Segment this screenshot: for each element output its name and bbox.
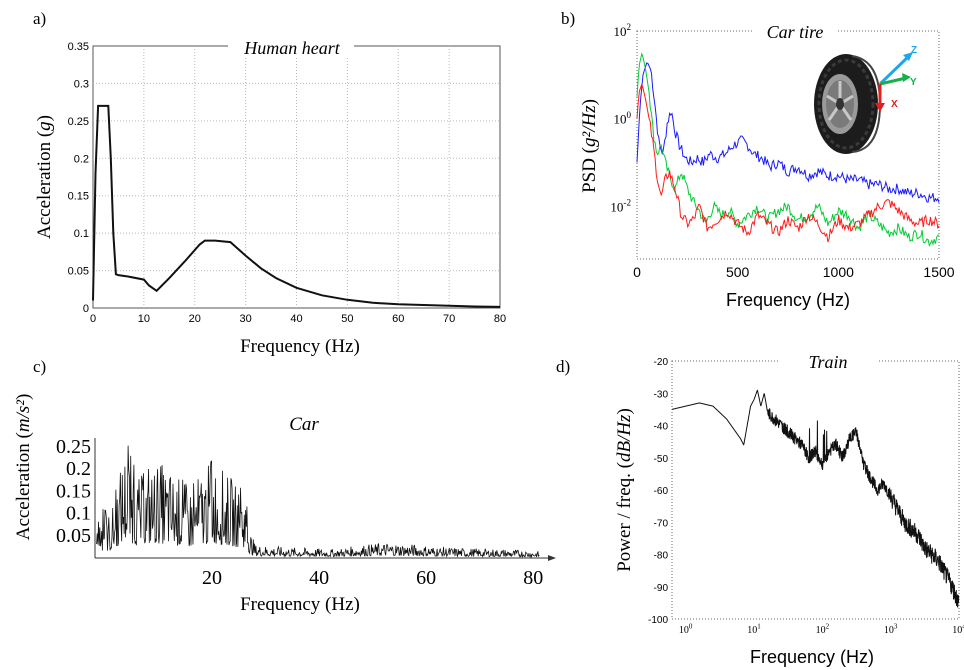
y-axis-label-d: Power / freq. (dB/Hz) — [614, 408, 635, 572]
chart-title-c: Car — [289, 414, 319, 435]
panel-label-a: a) — [33, 9, 46, 28]
y-axis-label-a: Acceleration (g) — [34, 115, 55, 239]
y-tick-label-a: 0.25 — [68, 116, 89, 128]
y-tick-label-d: -40 — [654, 422, 669, 433]
y-tick-label-b: 100 — [613, 110, 631, 127]
axis-label-z: Z — [911, 45, 917, 56]
y-tick-label-c: 0.1 — [66, 503, 91, 525]
title-bg-b — [752, 20, 838, 42]
y-tick-label-a: 0.15 — [68, 191, 89, 203]
plot-frame-d — [671, 360, 960, 620]
x-tick-label-c: 20 — [202, 567, 222, 589]
series-line-b-2 — [636, 82, 940, 243]
tire-image — [814, 54, 882, 154]
y-tick-label-d: -60 — [654, 486, 669, 497]
y-tick-label-c: 0.25 — [56, 436, 91, 458]
x-tick-label-a: 30 — [240, 313, 252, 325]
series-line-b-0 — [636, 62, 940, 203]
x-tick-label-a: 60 — [392, 313, 404, 325]
y-tick-label-d: -100 — [648, 615, 668, 626]
title-bg-a — [228, 36, 354, 58]
y-tick-label-a: 0.1 — [74, 228, 89, 240]
y-tick-label-a: 0.05 — [68, 266, 89, 278]
panel-label-b: b) — [561, 9, 575, 28]
x-tick-label-a: 0 — [90, 313, 96, 325]
y-tick-label-a: 0.35 — [68, 41, 89, 53]
x-tick-label-c: 40 — [309, 567, 329, 589]
x-tick-label-b: 1500 — [923, 264, 954, 280]
x-axis-label-d: Frequency (Hz) — [750, 647, 874, 667]
panel-b-car-tire: b) 0 500 1000 1500 102 100 10-2 Car tire — [561, 9, 955, 310]
panel-label-c: c) — [33, 357, 46, 376]
chart-title-d: Train — [808, 352, 847, 372]
y-tick-label-c: 0.15 — [56, 480, 91, 502]
series-line-a — [92, 104, 501, 308]
x-tick-label-d: 101 — [747, 623, 761, 637]
axis-label-y: Y — [910, 77, 917, 88]
x-tick-label-b: 500 — [726, 264, 750, 280]
x-tick-label-c: 60 — [416, 567, 436, 589]
y-tick-label-d: -90 — [654, 583, 669, 594]
x-tick-label-a: 10 — [138, 313, 150, 325]
tick-labels-b: 0 500 1000 1500 102 100 10-2 — [610, 22, 954, 280]
tick-labels-c: 20 40 60 80 0.050.10.150.20.25 — [56, 436, 543, 589]
x-tick-label-b: 1000 — [823, 264, 854, 280]
y-tick-label-c: 0.2 — [66, 458, 91, 480]
y-tick-label-a: 0.2 — [74, 153, 89, 165]
x-tick-label-b: 0 — [633, 264, 641, 280]
plot-frame-b — [636, 30, 940, 260]
x-tick-label-d: 103 — [884, 623, 898, 637]
axis-arrows-icon: Z Y X — [875, 45, 917, 112]
x-tick-label-c: 80 — [523, 567, 543, 589]
y-tick-label-d: -50 — [654, 454, 669, 465]
chart-title-b: Car tire — [767, 22, 824, 42]
panel-c-car: c) Car 20 40 60 80 0.050.10.150.20.25 Freque… — [13, 357, 556, 615]
grid-a — [93, 46, 500, 308]
x-tick-label-d: 104 — [952, 623, 964, 637]
y-tick-label-d: -80 — [654, 551, 669, 562]
x-tick-label-d: 100 — [679, 623, 693, 637]
x-axis-label-b: Frequency (Hz) — [726, 290, 850, 310]
panel-d-train: d) 100 101 102 103 104 -20 -30 -40 -50 -60 -70 -80 -… — [556, 350, 964, 667]
y-axis-label-c: Acceleration (m/s²) — [13, 394, 34, 541]
series-group-b — [636, 51, 940, 247]
x-tick-label-d: 102 — [816, 623, 830, 637]
chart-title-a: Human heart — [243, 38, 340, 58]
y-tick-label-b: 10-2 — [610, 198, 631, 215]
y-tick-label-b: 102 — [613, 22, 631, 39]
x-axis-label-c: Frequency (Hz) — [240, 594, 360, 615]
y-tick-label-c: 0.05 — [56, 525, 91, 547]
y-tick-label-d: -20 — [654, 357, 669, 368]
x-axis-arrow-icon — [548, 555, 556, 561]
y-tick-label-d: -70 — [654, 518, 669, 529]
axis-label-x: X — [891, 99, 898, 110]
y-tick-label-a: 0.3 — [74, 78, 89, 90]
tick-labels-a: 0 10 20 30 40 50 60 70 80 0 0.05 0.1 0.15 0.2 0.25 0.3 0… — [68, 41, 507, 325]
x-tick-label-a: 20 — [189, 313, 201, 325]
tick-labels-d: 100 101 102 103 104 -20 -30 -40 -50 -60 -70 -80 -90 -… — [648, 357, 964, 636]
x-axis-label-a: Frequency (Hz) — [240, 336, 360, 357]
y-tick-label-d: -30 — [654, 389, 669, 400]
y-tick-label-a: 0 — [83, 303, 89, 315]
series-line-d — [671, 389, 960, 608]
series-line-c — [96, 445, 540, 559]
x-tick-label-a: 70 — [443, 313, 455, 325]
x-tick-label-a: 50 — [341, 313, 353, 325]
x-tick-label-a: 80 — [494, 313, 506, 325]
series-line-b-1 — [636, 51, 940, 247]
x-tick-label-a: 40 — [290, 313, 302, 325]
panel-a-human-heart: a) 0 10 20 30 40 50 60 70 8000.050.10.150.20.250… — [33, 9, 506, 357]
title-bg-d — [780, 350, 878, 372]
panel-label-d: d) — [556, 357, 570, 376]
y-axis-label-b: PSD (g²/Hz) — [579, 99, 600, 193]
